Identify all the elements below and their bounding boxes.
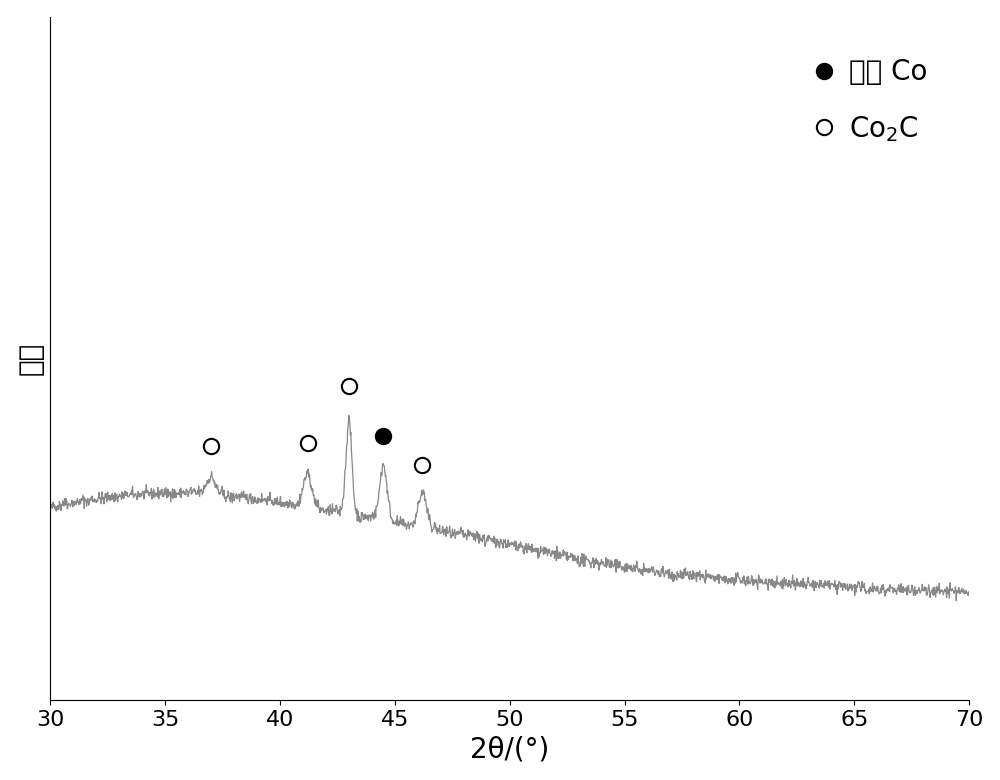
X-axis label: 2θ/(°): 2θ/(°): [470, 736, 549, 764]
Y-axis label: 强度: 强度: [17, 342, 45, 375]
Legend: 金属 Co, $\mathdefault{Co_2C}$: 金属 Co, $\mathdefault{Co_2C}$: [785, 30, 955, 172]
